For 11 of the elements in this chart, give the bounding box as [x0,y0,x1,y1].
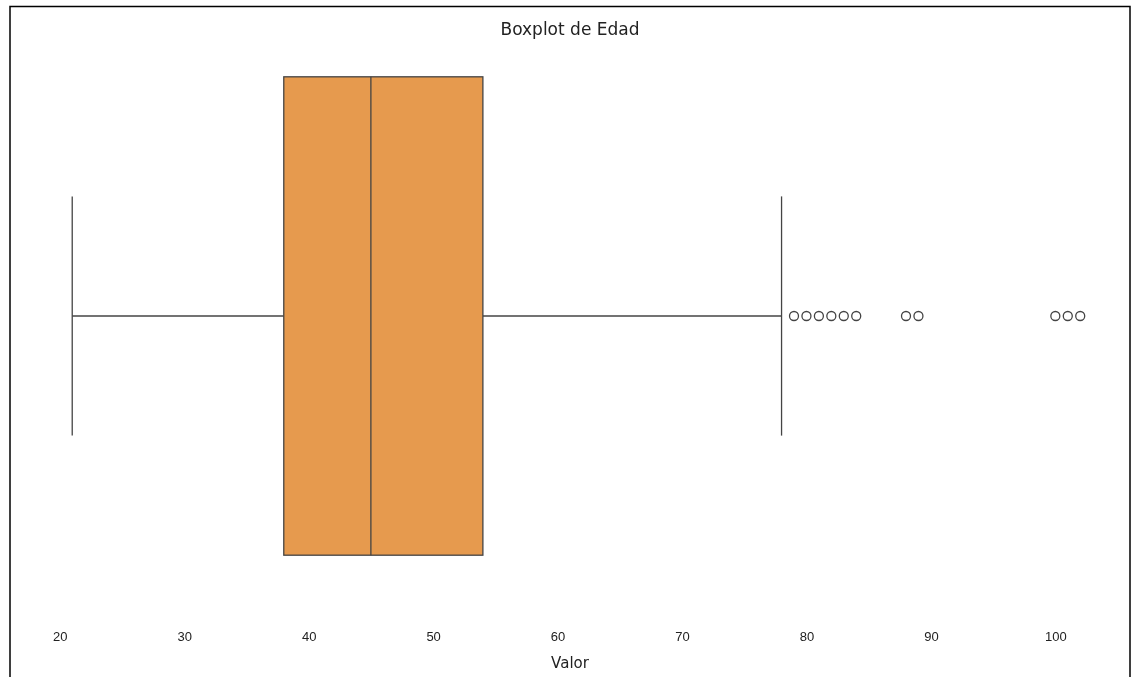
x-tick-label: 70 [675,629,690,645]
x-tick-label: 40 [301,629,317,645]
x-tick-label: 30 [177,629,192,645]
x-tick-label: 50 [426,629,441,645]
x-axis-title: Valor [551,654,590,672]
chart-title: Boxplot de Edad [500,19,640,39]
x-tick-label: 60 [550,629,566,645]
x-tick-label: 100 [1044,629,1067,645]
x-tick-label: 90 [924,629,939,645]
x-tick-label: 80 [799,629,815,645]
x-tick-label: 20 [53,629,68,645]
